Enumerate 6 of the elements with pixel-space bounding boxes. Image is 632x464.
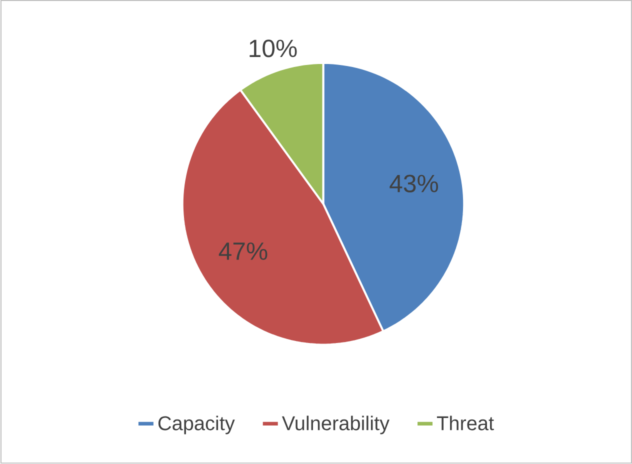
- data-label: 43%: [390, 174, 438, 192]
- legend-label: Vulnerability: [282, 416, 390, 434]
- legend-label: Threat: [436, 416, 494, 430]
- legend-label: Capacity: [158, 416, 235, 434]
- data-label: 47%: [218, 242, 268, 260]
- data-label: 10%: [250, 40, 297, 58]
